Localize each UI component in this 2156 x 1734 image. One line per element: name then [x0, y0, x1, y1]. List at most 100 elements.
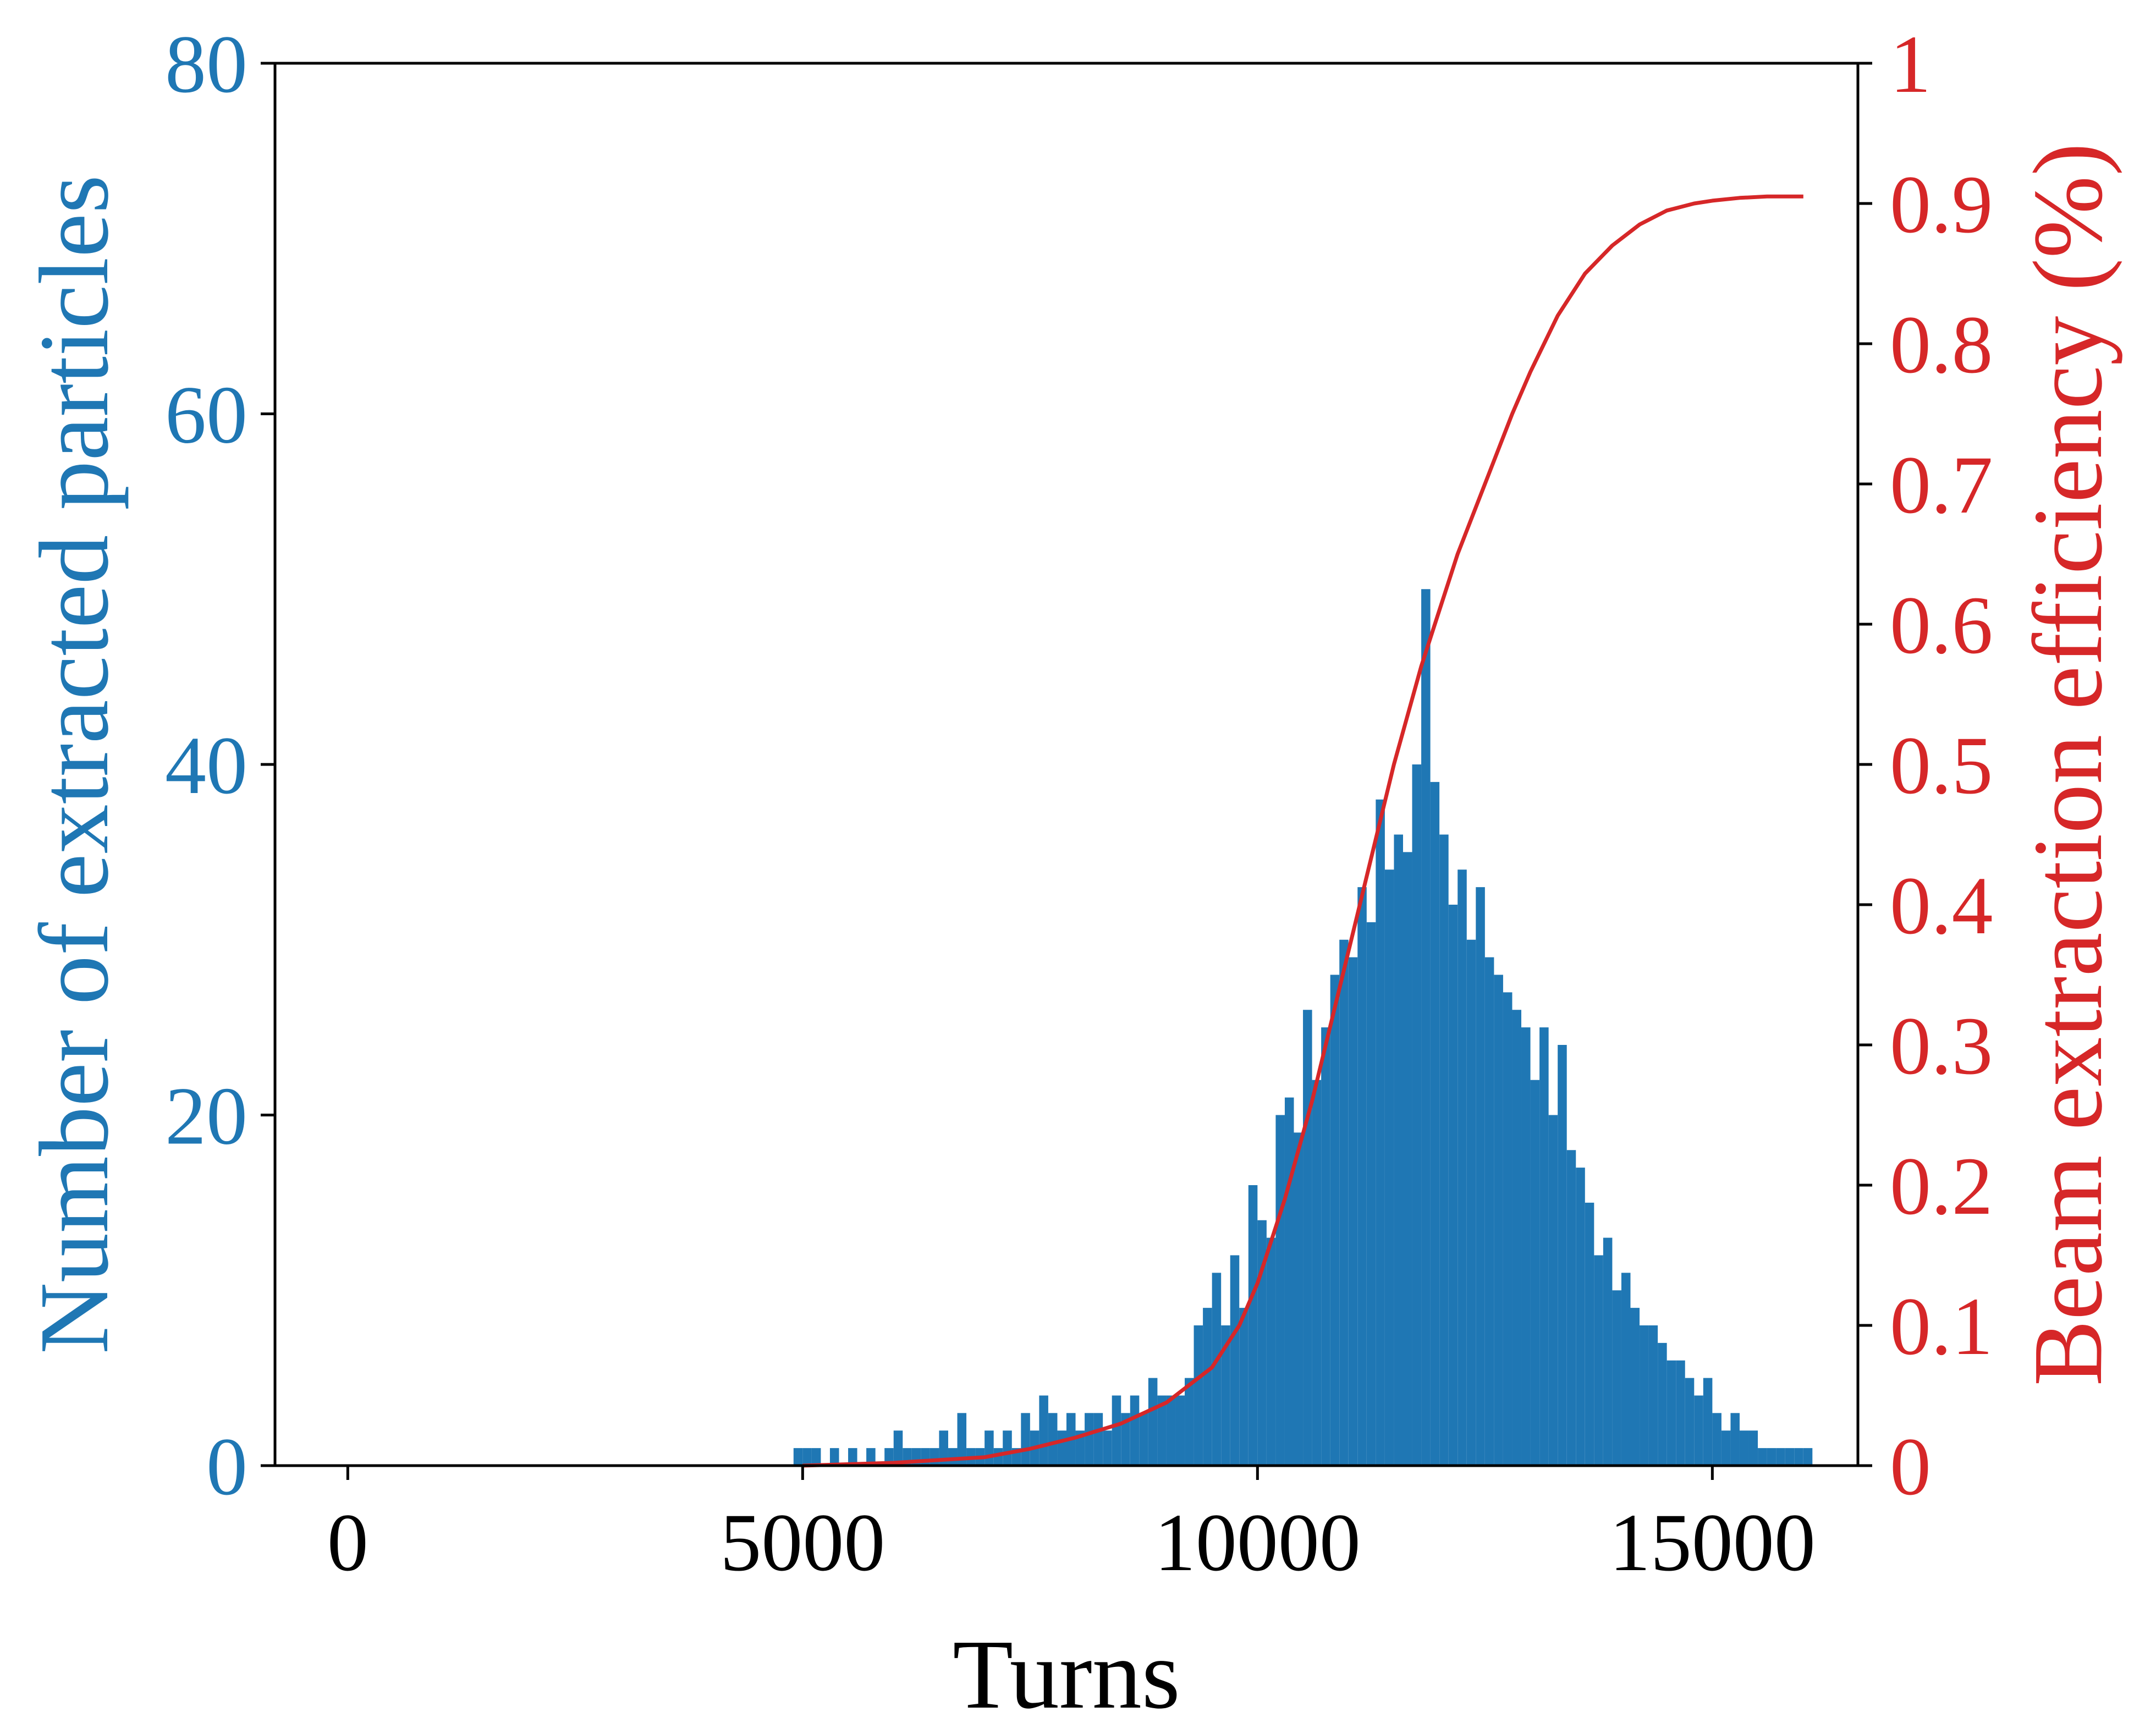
histogram-bar	[1667, 1360, 1676, 1466]
x-axis-title: Turns	[953, 1620, 1180, 1729]
histogram-bar	[1676, 1360, 1685, 1466]
histogram-bar	[1530, 1080, 1540, 1466]
histogram-bar	[1539, 1027, 1549, 1466]
left-y-tick-label: 60	[165, 370, 248, 461]
histogram-bar	[893, 1430, 903, 1466]
histogram-bars	[793, 589, 1813, 1466]
histogram-bar	[985, 1430, 994, 1466]
histogram-bar	[1603, 1237, 1613, 1466]
histogram-bar	[1776, 1448, 1785, 1466]
histogram-bar	[1339, 939, 1349, 1466]
histogram-bar	[1730, 1413, 1740, 1466]
histogram-bar	[1758, 1448, 1767, 1466]
histogram-bar	[1658, 1342, 1667, 1466]
histogram-bar	[1366, 922, 1376, 1466]
histogram-bar	[1021, 1413, 1030, 1466]
histogram-bar	[1275, 1115, 1285, 1466]
histogram-bar	[1112, 1395, 1121, 1466]
histogram-bar	[1476, 887, 1485, 1466]
histogram-bar	[1148, 1378, 1158, 1466]
histogram-bar	[1576, 1168, 1585, 1466]
histogram-bar	[1612, 1290, 1621, 1466]
histogram-bar	[1767, 1448, 1777, 1466]
histogram-bar	[802, 1448, 812, 1466]
histogram-bar	[1721, 1430, 1731, 1466]
right-y-tick-label: 0.8	[1890, 299, 1993, 390]
histogram-bar	[1175, 1395, 1185, 1466]
histogram-bar	[1093, 1413, 1103, 1466]
histogram-bar	[1748, 1430, 1758, 1466]
histogram-bar	[1384, 869, 1394, 1466]
right-y-tick-label: 0.7	[1890, 439, 1993, 531]
histogram-bar	[1303, 1010, 1312, 1466]
histogram-bar	[1430, 781, 1440, 1466]
right-y-tick-label: 1	[1890, 19, 1931, 110]
right-y-tick-label: 0.5	[1890, 720, 1993, 811]
histogram-bar	[1230, 1255, 1240, 1466]
histogram-bar	[930, 1448, 939, 1466]
histogram-bar	[1640, 1325, 1649, 1466]
right-y-tick-label: 0.9	[1890, 159, 1993, 250]
histogram-bar	[1512, 1010, 1522, 1466]
histogram-bar	[1130, 1395, 1140, 1466]
histogram-bar	[1157, 1395, 1167, 1466]
histogram-bar	[1439, 834, 1449, 1466]
histogram-bar	[1412, 764, 1422, 1466]
histogram-bar	[1057, 1430, 1066, 1466]
histogram-bar	[1103, 1430, 1112, 1466]
right-y-tick-label: 0.1	[1890, 1281, 1993, 1372]
histogram-bar	[1785, 1448, 1795, 1466]
histogram-bar	[1048, 1413, 1058, 1466]
histogram-bar	[1648, 1325, 1658, 1466]
histogram-bar	[1221, 1325, 1230, 1466]
histogram-bar	[1494, 975, 1503, 1466]
left-y-tick-label: 0	[206, 1421, 248, 1512]
histogram-bar	[1266, 1237, 1276, 1466]
right-y-axis-title: Beam extraction efficiency (%)	[2013, 143, 2122, 1386]
histogram-bar	[1003, 1430, 1012, 1466]
histogram-bar	[1139, 1413, 1148, 1466]
histogram-bar	[957, 1413, 967, 1466]
histogram-bar	[1402, 852, 1412, 1466]
histogram-bar	[1803, 1448, 1813, 1466]
histogram-bar	[1075, 1430, 1085, 1466]
histogram-bar	[1521, 1027, 1531, 1466]
histogram-bar	[1458, 869, 1467, 1466]
histogram-bar	[1239, 1308, 1248, 1466]
x-tick-label: 0	[327, 1497, 369, 1588]
histogram-bar	[1312, 1080, 1322, 1466]
histogram-bar	[1739, 1430, 1749, 1466]
histogram-bar	[921, 1448, 930, 1466]
x-tick-label: 5000	[720, 1497, 885, 1588]
histogram-bar	[1294, 1132, 1304, 1466]
histogram-bar	[1685, 1378, 1695, 1466]
histogram-bar	[1566, 1150, 1576, 1466]
histogram-bar	[1212, 1273, 1222, 1466]
histogram-bar	[866, 1448, 876, 1466]
histogram-bar	[948, 1448, 958, 1466]
histogram-bar	[1185, 1378, 1194, 1466]
histogram-bar	[1558, 1045, 1567, 1466]
histogram-bar	[1321, 1027, 1330, 1466]
axes	[261, 62, 1872, 1480]
histogram-bar	[1348, 957, 1358, 1466]
histogram-bar	[1121, 1413, 1130, 1466]
histogram-bar	[1594, 1255, 1603, 1466]
histogram-bar	[1284, 1097, 1294, 1466]
histogram-bar	[1703, 1378, 1713, 1466]
x-tick-label: 15000	[1609, 1497, 1816, 1588]
histogram-bar	[1357, 887, 1367, 1466]
histogram-bar	[1503, 992, 1513, 1466]
histogram-bar	[1621, 1273, 1631, 1466]
histogram-bar	[1248, 1185, 1258, 1466]
histogram-bar	[939, 1430, 948, 1466]
histogram-bar	[793, 1448, 803, 1466]
histogram-bar	[1794, 1448, 1803, 1466]
histogram-bar	[1085, 1413, 1094, 1466]
right-y-tick-label: 0.2	[1890, 1141, 1993, 1232]
histogram-bar	[1484, 957, 1494, 1466]
histogram-bar	[1421, 589, 1431, 1466]
left-y-tick-label: 40	[165, 720, 248, 811]
histogram-bar	[1694, 1395, 1703, 1466]
